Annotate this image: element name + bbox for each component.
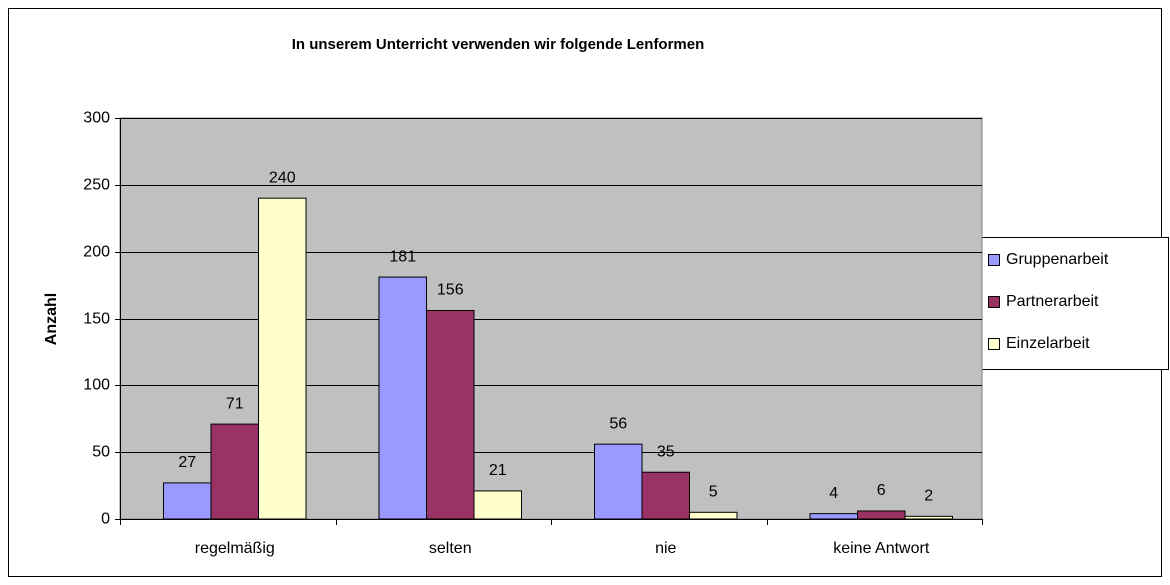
bar [904, 515, 953, 520]
x-tick-label: regelmäßig [195, 540, 275, 557]
legend-swatch [988, 296, 1000, 308]
bar [378, 276, 427, 520]
data-label: 35 [657, 443, 675, 460]
data-label: 156 [437, 282, 464, 299]
data-label: 4 [829, 485, 838, 502]
bar [594, 443, 643, 520]
data-label: 71 [226, 395, 244, 412]
bar [258, 197, 307, 520]
x-tick-label: selten [429, 540, 472, 557]
x-tick-label: nie [655, 540, 676, 557]
chart-title: In unserem Unterricht verwenden wir folg… [292, 36, 705, 53]
y-tick-label: 0 [101, 511, 110, 528]
legend [978, 237, 1169, 370]
y-tick-label: 50 [92, 444, 110, 461]
data-label: 27 [178, 454, 196, 471]
data-label: 5 [709, 484, 718, 501]
legend-label: Einzelarbeit [1006, 335, 1090, 352]
data-label: 56 [609, 415, 627, 432]
y-tick-label: 100 [83, 377, 110, 394]
bar [426, 309, 475, 520]
y-axis-label: Anzahl [43, 293, 60, 345]
legend-swatch [988, 254, 1000, 266]
bar [163, 482, 212, 520]
bar [641, 471, 690, 520]
data-label: 2 [924, 488, 933, 505]
legend-label: Partnerarbeit [1006, 293, 1099, 310]
y-tick-label: 250 [83, 177, 110, 194]
bar [809, 513, 858, 520]
data-label: 181 [389, 248, 416, 265]
bar [689, 511, 738, 520]
y-tick-label: 200 [83, 244, 110, 261]
bar [210, 423, 259, 520]
x-tick-label: keine Antwort [833, 540, 930, 557]
data-label: 21 [489, 462, 507, 479]
bar [857, 510, 906, 520]
legend-label: Gruppenarbeit [1006, 251, 1109, 268]
y-tick-label: 300 [83, 110, 110, 127]
legend-swatch [988, 338, 1000, 350]
data-label: 6 [877, 482, 886, 499]
data-label: 240 [269, 169, 296, 186]
y-tick-label: 150 [83, 311, 110, 328]
bar [473, 490, 522, 520]
